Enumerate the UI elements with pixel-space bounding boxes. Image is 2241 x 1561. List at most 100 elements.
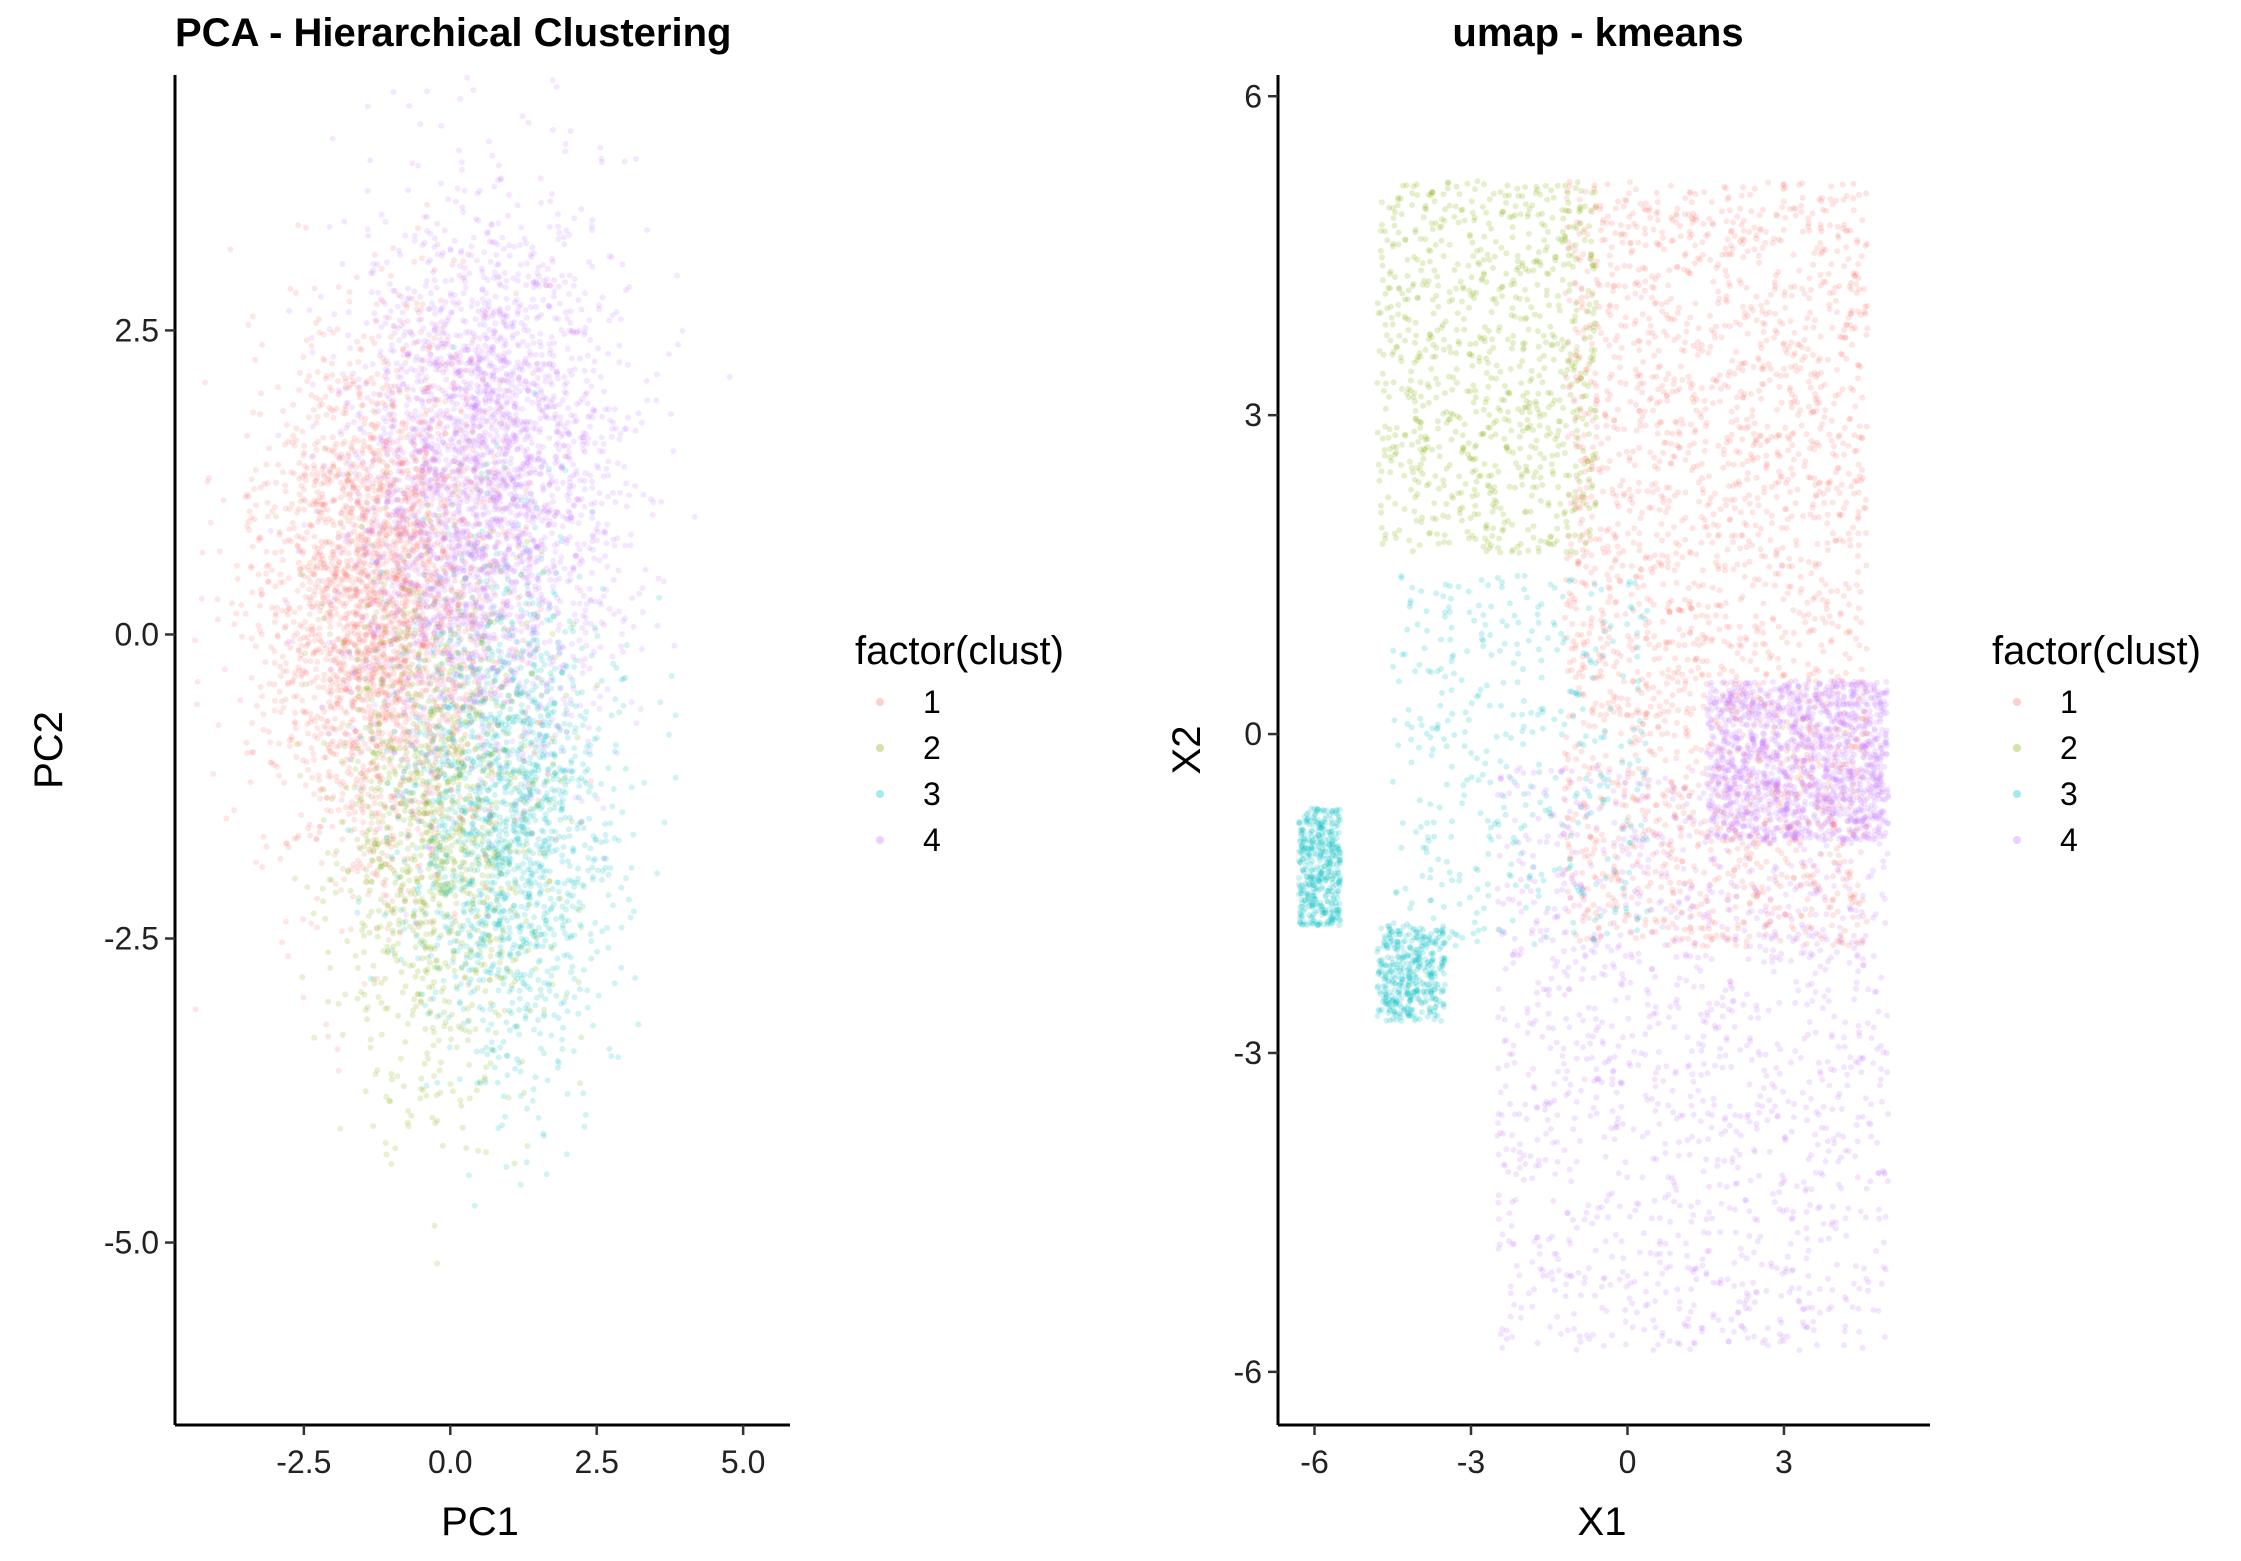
point: [354, 624, 361, 631]
point: [418, 255, 425, 262]
point: [543, 881, 549, 888]
point: [575, 1010, 582, 1017]
point: [421, 482, 428, 489]
point: [466, 967, 473, 974]
point: [323, 1021, 330, 1028]
point: [368, 696, 375, 703]
point: [375, 542, 382, 549]
point: [602, 821, 609, 827]
point: [245, 321, 252, 328]
point: [379, 682, 386, 689]
point: [391, 459, 397, 466]
point: [202, 379, 209, 386]
point: [282, 623, 289, 630]
point: [431, 733, 438, 739]
point: [467, 866, 474, 873]
point: [618, 924, 625, 931]
point: [517, 1181, 524, 1188]
point: [292, 709, 299, 716]
point: [551, 941, 558, 948]
point: [511, 1160, 518, 1167]
point: [312, 718, 319, 725]
point: [370, 962, 377, 969]
point: [335, 467, 342, 474]
point: [351, 528, 357, 535]
point: [373, 836, 380, 843]
point: [435, 782, 442, 789]
point: [518, 888, 524, 895]
point: [398, 756, 405, 763]
point: [248, 476, 255, 483]
point: [231, 621, 238, 628]
point: [620, 702, 627, 709]
point: [338, 615, 344, 622]
point: [420, 837, 427, 843]
point: [305, 414, 312, 421]
point: [543, 1171, 550, 1178]
point: [483, 818, 489, 825]
point: [334, 326, 341, 333]
point: [337, 781, 344, 788]
point: [302, 782, 309, 789]
point: [534, 614, 541, 621]
point: [457, 717, 464, 724]
point: [585, 788, 592, 795]
point: [347, 887, 354, 894]
point: [405, 690, 412, 697]
point: [257, 684, 264, 690]
point: [289, 679, 296, 686]
point: [542, 937, 549, 944]
point: [439, 806, 446, 813]
point: [552, 835, 559, 842]
point: [362, 415, 369, 422]
point: [363, 535, 370, 542]
point: [399, 731, 406, 738]
point: [608, 712, 615, 719]
point: [499, 719, 505, 726]
point: [488, 769, 495, 776]
point: [314, 658, 321, 665]
point: [314, 713, 321, 720]
point: [413, 1003, 420, 1010]
point: [307, 710, 314, 717]
point: [301, 486, 308, 493]
point: [336, 661, 343, 668]
point: [341, 570, 348, 577]
point: [403, 671, 409, 678]
point: [280, 704, 287, 711]
point: [350, 579, 357, 586]
point: [375, 994, 382, 1000]
point: [487, 1060, 494, 1067]
point: [312, 582, 319, 589]
point: [297, 772, 304, 779]
point: [328, 554, 334, 561]
point: [458, 743, 465, 750]
point: [292, 725, 299, 732]
point: [449, 793, 456, 800]
point: [564, 990, 571, 996]
point: [319, 490, 326, 497]
point: [402, 1039, 409, 1045]
point: [311, 564, 317, 570]
point: [375, 819, 382, 826]
point: [438, 1059, 444, 1066]
point: [365, 540, 372, 547]
point: [331, 715, 338, 722]
point: [371, 713, 378, 720]
point: [351, 784, 358, 791]
point: [335, 1067, 342, 1074]
point: [337, 694, 344, 701]
point: [388, 853, 395, 860]
point: [520, 869, 527, 876]
point: [538, 693, 545, 699]
point: [355, 898, 362, 905]
point: [440, 344, 447, 351]
point: [326, 631, 333, 638]
point: [347, 496, 354, 503]
point: [364, 485, 371, 492]
point: [404, 1119, 411, 1126]
point: [366, 590, 373, 597]
point: [358, 537, 365, 544]
point: [585, 854, 592, 861]
point: [296, 387, 303, 393]
